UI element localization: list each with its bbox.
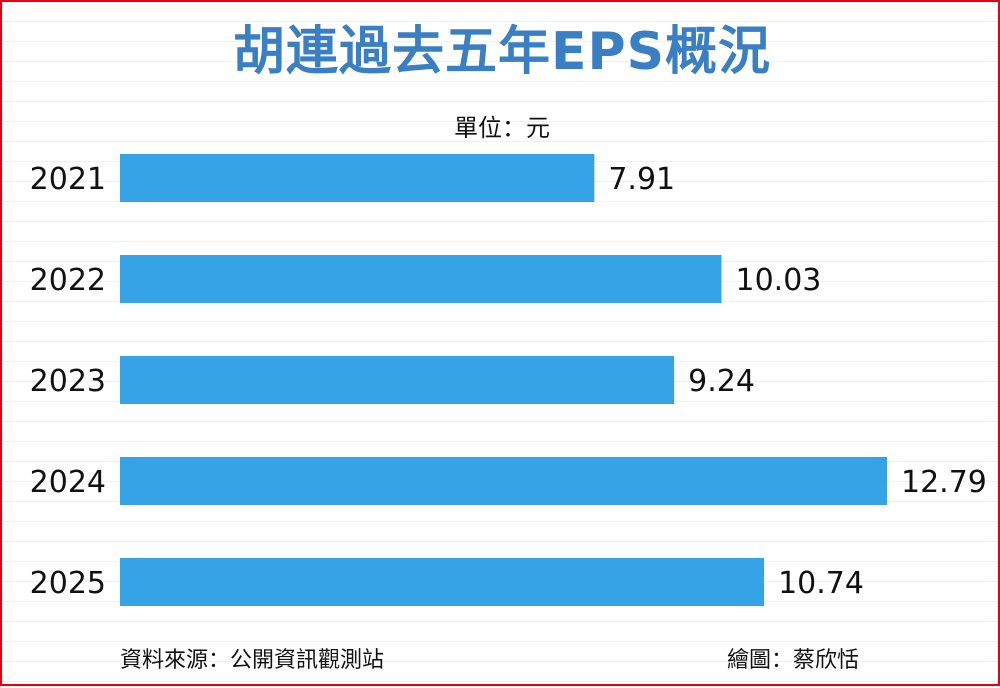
category-label-2021: 2021 xyxy=(30,162,106,197)
unit-label: 單位：元 xyxy=(454,114,550,142)
value-label-2025: 10.74 xyxy=(778,566,864,601)
source-note: 資料來源：公開資訊觀測站 xyxy=(120,648,385,673)
value-label-2023: 9.24 xyxy=(688,364,755,399)
category-label-2022: 2022 xyxy=(30,263,106,298)
category-label-2024: 2024 xyxy=(30,465,106,500)
bar-2022 xyxy=(120,255,722,303)
value-label-2021: 7.91 xyxy=(608,162,675,197)
value-label-2022: 10.03 xyxy=(735,263,821,298)
chart-title: 胡連過去五年EPS概況 xyxy=(232,22,772,82)
bar-2021 xyxy=(120,154,595,202)
bar-2024 xyxy=(120,457,887,505)
value-label-2024: 12.79 xyxy=(901,465,987,500)
credit-note: 繪圖：蔡欣恬 xyxy=(727,648,860,673)
category-label-2025: 2025 xyxy=(30,566,106,601)
bar-2025 xyxy=(120,558,765,606)
category-label-2023: 2023 xyxy=(30,364,106,399)
bar-2023 xyxy=(120,356,675,404)
